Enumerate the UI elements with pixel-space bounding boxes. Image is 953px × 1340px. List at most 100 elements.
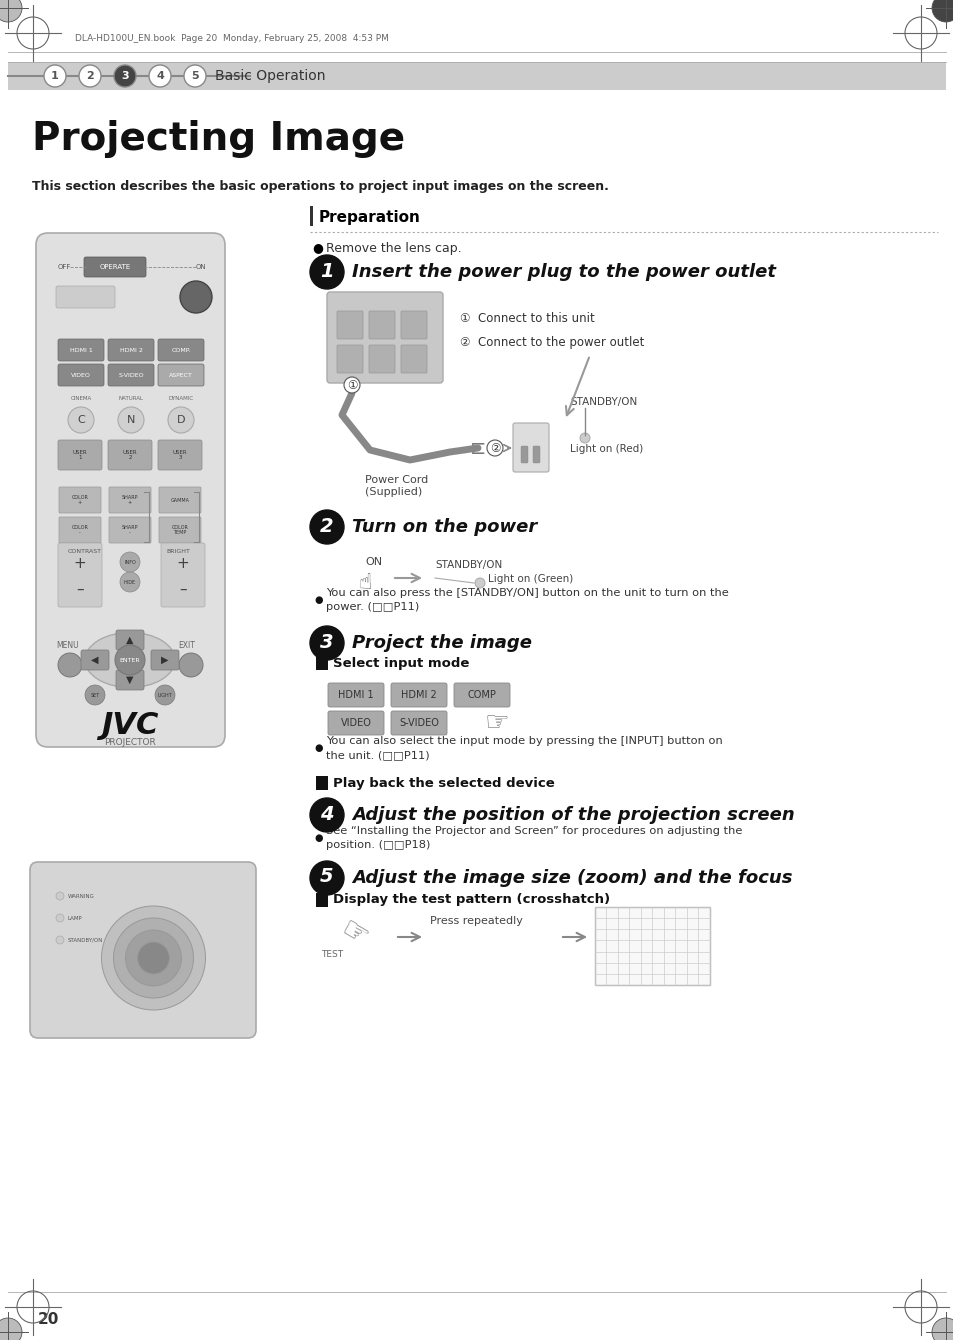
Text: –: –	[179, 582, 187, 596]
Text: Project the image: Project the image	[352, 634, 532, 653]
Text: LAMP: LAMP	[68, 915, 83, 921]
Text: COLOR
TEMP: COLOR TEMP	[172, 524, 189, 536]
Bar	[315, 776, 328, 791]
Circle shape	[184, 66, 206, 87]
Text: DYNAMIC: DYNAMIC	[169, 397, 193, 401]
Text: WARNING: WARNING	[68, 894, 94, 899]
FancyBboxPatch shape	[158, 440, 202, 470]
FancyBboxPatch shape	[391, 712, 447, 736]
Circle shape	[486, 440, 502, 456]
Text: INFO: INFO	[124, 560, 135, 564]
Text: 2: 2	[320, 516, 334, 536]
Text: 1: 1	[320, 261, 334, 280]
Text: ●: ●	[314, 833, 322, 843]
FancyBboxPatch shape	[158, 339, 204, 360]
Text: 4: 4	[156, 71, 164, 80]
Text: ⊏: ⊏	[469, 438, 486, 457]
Text: VIDEO: VIDEO	[340, 718, 371, 728]
Text: N: N	[127, 415, 135, 425]
Text: Remove the lens cap.: Remove the lens cap.	[326, 241, 461, 255]
FancyBboxPatch shape	[59, 486, 101, 513]
Text: ◀: ◀	[91, 655, 99, 665]
FancyBboxPatch shape	[336, 344, 363, 373]
Circle shape	[0, 0, 22, 21]
Text: Display the test pattern (crosshatch): Display the test pattern (crosshatch)	[333, 894, 610, 906]
Text: ②: ②	[489, 441, 499, 454]
Text: SET: SET	[91, 693, 99, 698]
Text: Light on (Green): Light on (Green)	[488, 574, 573, 584]
Circle shape	[310, 799, 344, 832]
Text: 5: 5	[320, 867, 334, 887]
FancyBboxPatch shape	[58, 339, 104, 360]
Text: Select input mode: Select input mode	[333, 657, 469, 670]
Text: HIDE: HIDE	[124, 579, 136, 584]
Text: STANDBY/ON: STANDBY/ON	[435, 560, 501, 570]
FancyBboxPatch shape	[400, 311, 427, 339]
Circle shape	[56, 937, 64, 943]
FancyBboxPatch shape	[36, 233, 225, 746]
Text: You can also select the input mode by pressing the [INPUT] button on
the unit. (: You can also select the input mode by pr…	[326, 736, 722, 760]
Circle shape	[179, 653, 203, 677]
Circle shape	[310, 862, 344, 895]
FancyBboxPatch shape	[116, 630, 144, 650]
Text: 20: 20	[38, 1312, 59, 1328]
Text: S-VIDEO: S-VIDEO	[398, 718, 438, 728]
FancyBboxPatch shape	[159, 517, 201, 543]
Circle shape	[310, 626, 344, 661]
Text: ▶: ▶	[161, 655, 169, 665]
FancyBboxPatch shape	[81, 650, 109, 670]
FancyBboxPatch shape	[161, 543, 205, 607]
Text: 4: 4	[320, 804, 334, 824]
Circle shape	[126, 930, 181, 986]
Text: ▼: ▼	[126, 675, 133, 685]
Text: BRIGHT: BRIGHT	[166, 549, 190, 553]
Text: Turn on the power: Turn on the power	[352, 519, 537, 536]
Circle shape	[931, 0, 953, 21]
Text: GAMMA: GAMMA	[171, 497, 190, 502]
Circle shape	[68, 407, 94, 433]
Text: 5: 5	[191, 71, 198, 80]
Text: 3: 3	[320, 632, 334, 651]
FancyBboxPatch shape	[520, 446, 527, 464]
Text: CONTRAST: CONTRAST	[68, 549, 102, 553]
FancyBboxPatch shape	[369, 311, 395, 339]
Circle shape	[79, 66, 101, 87]
FancyBboxPatch shape	[454, 683, 510, 708]
FancyBboxPatch shape	[58, 440, 102, 470]
Circle shape	[579, 433, 589, 444]
Circle shape	[310, 511, 344, 544]
Bar	[310, 206, 313, 226]
Text: Power Cord
(Supplied): Power Cord (Supplied)	[365, 474, 428, 497]
FancyBboxPatch shape	[327, 292, 442, 383]
FancyBboxPatch shape	[108, 364, 153, 386]
FancyBboxPatch shape	[8, 62, 945, 90]
Text: ①: ①	[346, 378, 356, 391]
Text: Preparation: Preparation	[318, 209, 420, 225]
Text: S-VIDEO: S-VIDEO	[118, 373, 144, 378]
Text: ●: ●	[314, 595, 322, 604]
Text: COLOR
+: COLOR +	[71, 494, 89, 505]
Text: ASPECT: ASPECT	[169, 373, 193, 378]
Text: CINEMA: CINEMA	[71, 397, 91, 401]
FancyBboxPatch shape	[328, 712, 384, 736]
FancyBboxPatch shape	[151, 650, 179, 670]
FancyBboxPatch shape	[108, 339, 153, 360]
FancyBboxPatch shape	[30, 862, 255, 1038]
Text: D: D	[176, 415, 185, 425]
Circle shape	[113, 918, 193, 998]
Text: Light on (Red): Light on (Red)	[569, 444, 642, 454]
Text: ②  Connect to the power outlet: ② Connect to the power outlet	[459, 335, 643, 348]
Text: 2: 2	[86, 71, 93, 80]
Text: LIGHT: LIGHT	[157, 693, 172, 698]
FancyBboxPatch shape	[533, 446, 539, 464]
Text: 1: 1	[51, 71, 59, 80]
Text: 3: 3	[121, 71, 129, 80]
Text: Projecting Image: Projecting Image	[32, 121, 405, 158]
Circle shape	[58, 653, 82, 677]
FancyBboxPatch shape	[84, 257, 146, 277]
Text: EXIT: EXIT	[178, 641, 194, 650]
Circle shape	[931, 1319, 953, 1340]
FancyBboxPatch shape	[391, 683, 447, 708]
Circle shape	[101, 906, 205, 1010]
Text: MENU: MENU	[56, 641, 78, 650]
